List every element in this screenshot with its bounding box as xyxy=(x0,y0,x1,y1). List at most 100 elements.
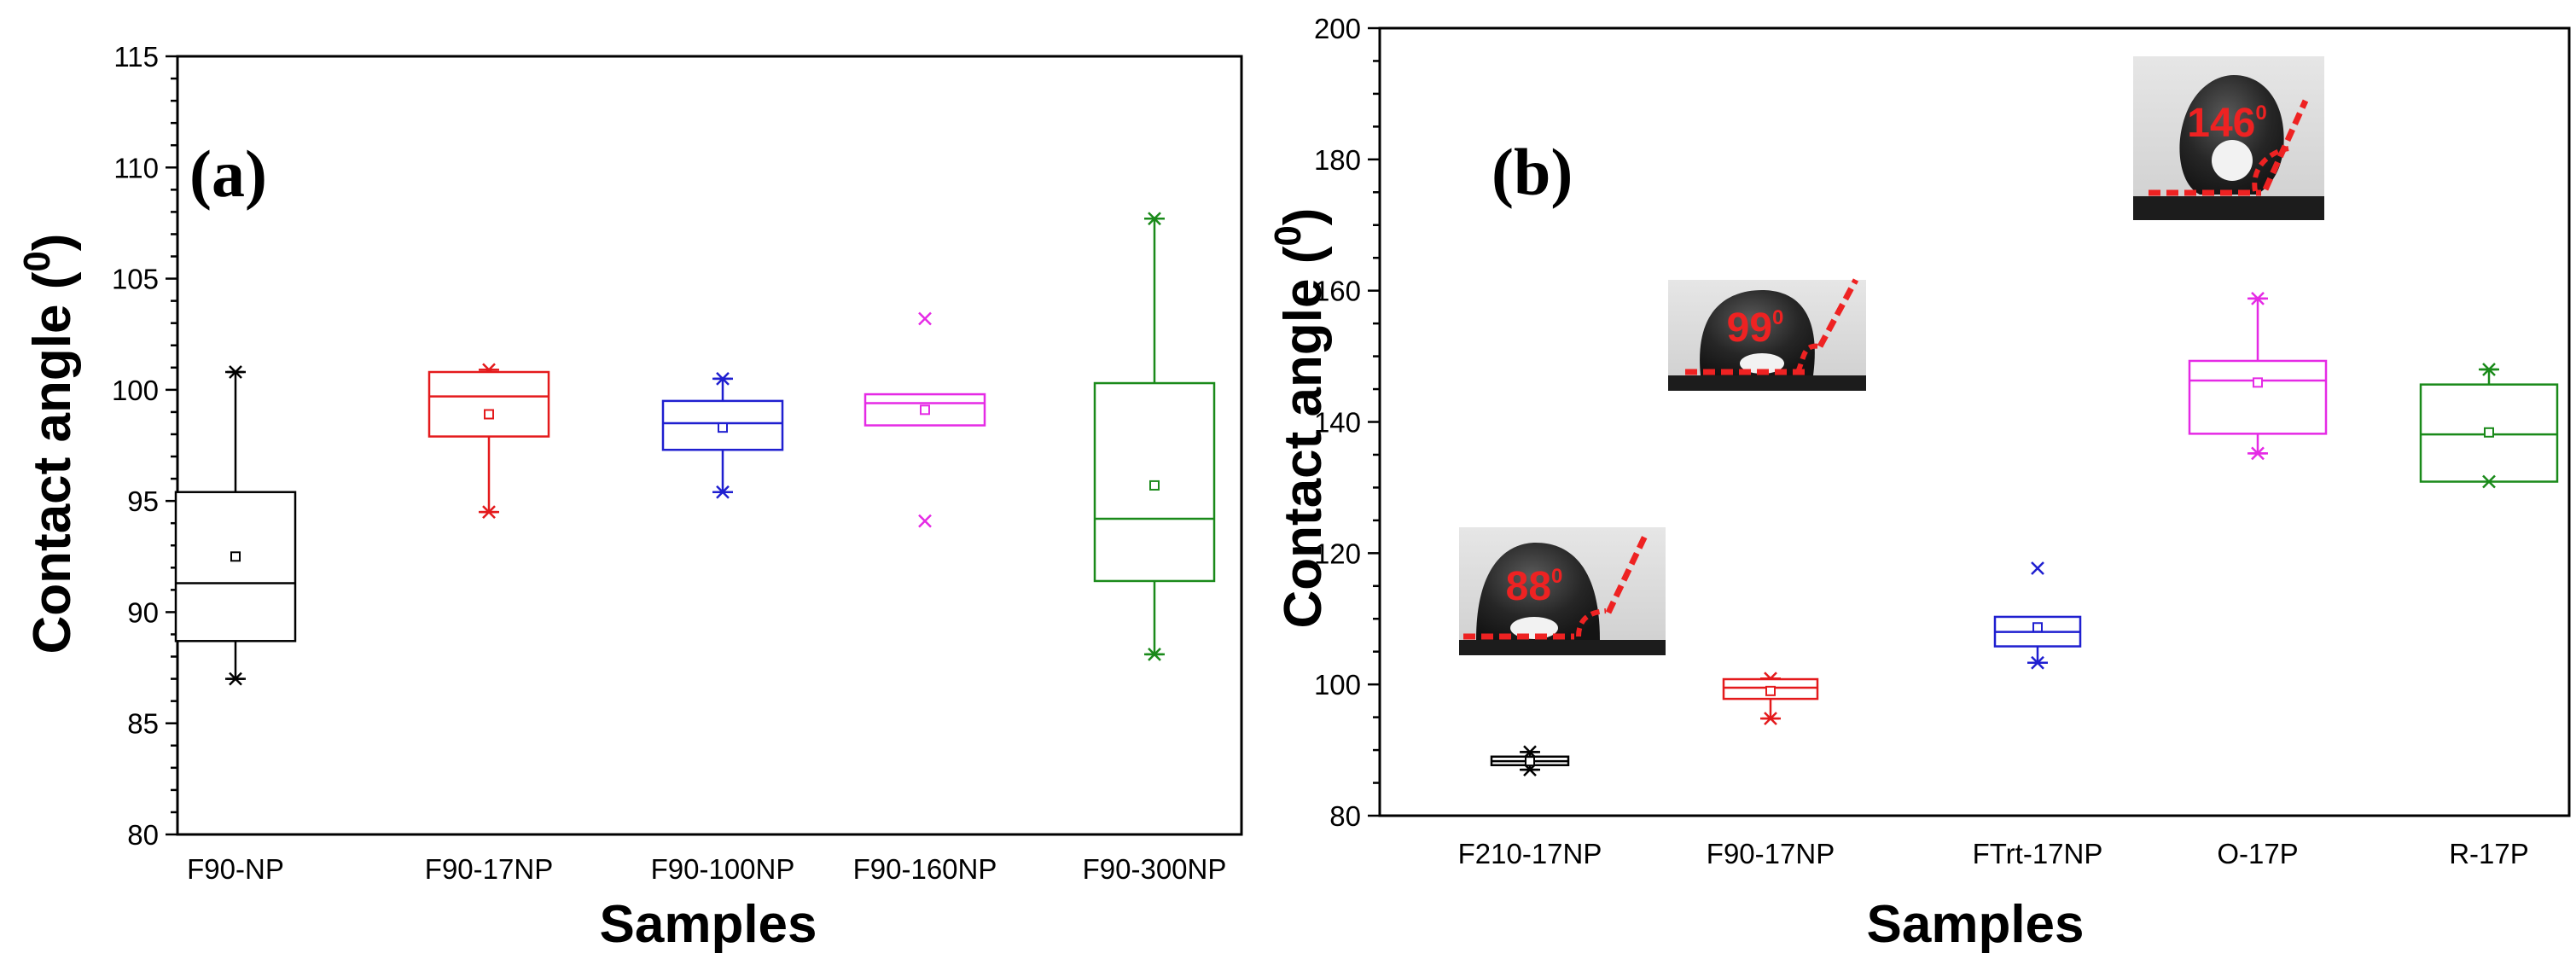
x-tick-label: F90-NP xyxy=(187,853,284,885)
droplet-shape xyxy=(1476,543,1600,640)
iqr-box xyxy=(174,491,297,642)
x-tick-label: F90-160NP xyxy=(853,853,997,885)
x-tick-label: F90-100NP xyxy=(651,853,795,885)
plot-frame-a xyxy=(176,55,1243,836)
droplet-inset-99: 990 xyxy=(1668,278,1866,391)
droplet-highlight xyxy=(2212,140,2253,181)
y-tick-label: 85 xyxy=(127,708,159,740)
y-ticks-a: 80 85 90 95 100 105 110 115 xyxy=(112,41,177,851)
y-axis-label-text-b: Contact angle ( xyxy=(1274,246,1333,628)
mean-marker xyxy=(718,422,728,433)
inset-substrate xyxy=(1668,375,1866,391)
x-tick-label: R-17P xyxy=(2449,838,2529,869)
min-marker xyxy=(714,485,731,499)
outlier-marker xyxy=(918,514,932,528)
box-F90-17NP xyxy=(427,363,550,520)
y-axis-label-b: Contact angle (0) xyxy=(1267,208,1333,629)
angle-arc xyxy=(1576,608,1607,637)
droplet-shape xyxy=(2179,75,2284,195)
y-tick-label: 100 xyxy=(1314,669,1361,700)
y-tick-label: 105 xyxy=(112,264,159,295)
y-axis-label-a: Contact angle (0) xyxy=(16,234,82,654)
y-tick-label: 115 xyxy=(113,41,159,73)
x-tick-label: F90-17NP xyxy=(425,853,553,885)
y-tick-label: 160 xyxy=(1314,276,1361,307)
droplet-highlight xyxy=(1740,353,1784,374)
x-tick-label: F90-300NP xyxy=(1083,853,1227,885)
angle-label-99: 990 xyxy=(1727,305,1784,351)
angle-value: 88 xyxy=(1506,564,1551,609)
x-axis-label-b: Samples xyxy=(1866,895,2084,954)
box-F90-NP xyxy=(174,365,297,686)
panel-b: 80 100 120 140 160 180 200 F210-17NP F90-17NP FT… xyxy=(1267,13,2571,954)
y-tick-label: 90 xyxy=(127,596,159,628)
droplet-shape xyxy=(1700,290,1815,375)
angle-value: 99 xyxy=(1727,305,1772,351)
y-tick-label: 80 xyxy=(127,819,159,851)
angle-degree: 0 xyxy=(1551,565,1562,588)
iqr-box xyxy=(2188,359,2328,435)
y-ticks-b: 80 100 120 140 160 180 200 xyxy=(1314,13,1380,832)
mean-marker xyxy=(484,409,494,420)
y-tick-label: 110 xyxy=(113,152,159,183)
droplet-inset-146: 1460 xyxy=(2133,56,2324,220)
tangent-dash xyxy=(2262,99,2309,191)
y-tick-label: 140 xyxy=(1314,407,1361,439)
box-F90-17NP xyxy=(1722,671,1819,726)
mean-marker xyxy=(2032,622,2043,633)
inset-substrate xyxy=(1459,640,1666,655)
outlier-marker xyxy=(2482,474,2496,489)
x-tick-label: FTrt-17NP xyxy=(1973,838,2103,869)
angle-degree: 0 xyxy=(2255,102,2266,125)
y-tick-label: 120 xyxy=(1314,538,1361,569)
x-ticks-b: F210-17NP F90-17NP FTrt-17NP O-17P R-17P xyxy=(1458,838,2529,869)
y-tick-label: 80 xyxy=(1329,800,1361,832)
angle-value: 146 xyxy=(2187,101,2255,146)
min-marker xyxy=(227,671,244,686)
x-tick-label: O-17P xyxy=(2217,838,2298,869)
min-marker xyxy=(1146,648,1163,661)
y-tick-label: 200 xyxy=(1314,13,1361,44)
tangent-dash xyxy=(1817,278,1859,348)
outlier-marker xyxy=(918,311,932,326)
y-tick-label: 180 xyxy=(1314,144,1361,176)
inset-substrate xyxy=(2133,196,2324,220)
mean-marker xyxy=(1149,480,1160,491)
mean-marker xyxy=(230,551,241,562)
angle-arc xyxy=(1795,343,1821,374)
box-F90-160NP xyxy=(864,311,986,528)
box-F90-100NP xyxy=(661,371,784,499)
tangent-dash xyxy=(1605,534,1649,614)
angle-label-88: 880 xyxy=(1506,564,1563,609)
box-O-17P xyxy=(2188,292,2328,461)
max-marker xyxy=(714,371,731,386)
y-tick-label: 100 xyxy=(112,375,159,406)
y-axis-label-sup-b: 0 xyxy=(1267,225,1309,246)
max-marker xyxy=(1146,212,1163,226)
max-marker xyxy=(227,365,244,379)
x-tick-label: F90-17NP xyxy=(1707,838,1835,869)
min-marker xyxy=(2029,655,2046,670)
mean-marker xyxy=(2253,377,2263,388)
x-axis-label-a: Samples xyxy=(599,895,817,954)
iqr-box xyxy=(427,370,550,438)
x-ticks-a: F90-NP F90-17NP F90-100NP F90-160NP F90-300N… xyxy=(187,853,1226,885)
panel-label-b: (b) xyxy=(1492,135,1573,209)
y-tick-label: 95 xyxy=(127,485,159,517)
min-marker xyxy=(1762,712,1779,726)
mean-marker xyxy=(920,404,930,416)
panel-a: 80 85 90 95 100 105 110 115 F90-NP F90-17NP F90-1… xyxy=(16,41,1243,954)
min-marker xyxy=(480,505,497,520)
outlier-marker xyxy=(2031,561,2044,575)
min-marker xyxy=(2249,446,2266,461)
max-marker xyxy=(2480,363,2497,376)
y-axis-label-close-a: ) xyxy=(23,234,82,252)
x-tick-label: F210-17NP xyxy=(1458,838,1602,869)
panel-label-a: (a) xyxy=(189,137,267,211)
max-marker xyxy=(2249,292,2266,305)
mean-marker xyxy=(1525,756,1535,767)
y-axis-label-text-a: Contact angle ( xyxy=(23,271,82,654)
box-R-17P xyxy=(2419,363,2559,489)
mean-marker xyxy=(1765,685,1776,696)
